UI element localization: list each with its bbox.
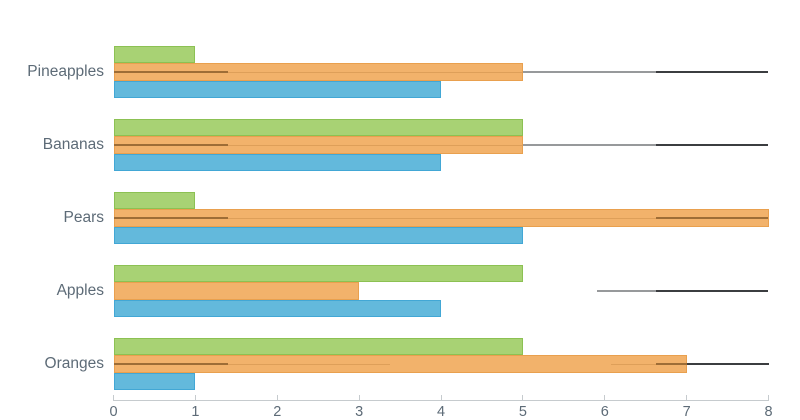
x-tick-label-6: 6: [600, 404, 609, 420]
x-tick-label-1: 1: [191, 404, 200, 420]
x-axis-tick-2: [276, 395, 278, 400]
x-axis-line: [113, 400, 769, 401]
bar-green-bananas[interactable]: [113, 119, 523, 136]
bar-green-pineapples[interactable]: [113, 46, 196, 63]
range-line-bananas-1: [228, 145, 523, 146]
x-axis-tick-0: [113, 395, 114, 400]
x-axis-tick-1: [194, 395, 196, 400]
bar-green-oranges[interactable]: [113, 338, 523, 355]
bar-blue-pineapples[interactable]: [113, 81, 441, 98]
category-label-pears: Pears: [63, 209, 105, 226]
category-label-apples: Apples: [56, 282, 104, 299]
category-label-bananas: Bananas: [42, 136, 104, 153]
range-line-pears-1: [228, 218, 656, 219]
range-line-apples-1: [655, 290, 769, 292]
bar-blue-pears[interactable]: [113, 227, 523, 244]
x-axis-tick-5: [522, 395, 524, 400]
range-line-bananas-2: [522, 144, 656, 146]
x-tick-label-8: 8: [764, 404, 773, 420]
x-tick-label-7: 7: [682, 404, 691, 420]
x-tick-label-0: 0: [109, 404, 118, 420]
bar-green-apples[interactable]: [113, 265, 523, 282]
x-axis-tick-4: [440, 395, 442, 400]
range-line-pears-2: [655, 217, 769, 219]
range-line-oranges-3: [655, 363, 687, 365]
category-label-pineapples: Pineapples: [27, 63, 104, 80]
bar-blue-bananas[interactable]: [113, 154, 441, 171]
range-line-oranges-4: [686, 363, 769, 365]
range-line-bananas-0: [113, 144, 229, 146]
range-line-oranges-2: [611, 364, 656, 365]
bar-blue-oranges[interactable]: [113, 373, 196, 390]
bar-orange-apples[interactable]: [113, 282, 360, 300]
x-tick-label-4: 4: [436, 404, 446, 420]
bar-blue-apples[interactable]: [113, 300, 441, 317]
bar-green-pears[interactable]: [113, 192, 196, 209]
category-label-oranges: Oranges: [44, 355, 104, 372]
x-axis-tick-7: [686, 395, 688, 400]
x-tick-label-5: 5: [518, 404, 527, 420]
range-line-pineapples-2: [522, 71, 656, 73]
x-tick-label-2: 2: [273, 404, 282, 420]
range-line-pineapples-3: [655, 71, 769, 73]
x-axis-tick-8: [768, 395, 769, 400]
range-line-pineapples-1: [228, 72, 523, 73]
range-line-apples-0: [596, 290, 656, 292]
range-line-pineapples-0: [113, 71, 229, 73]
range-line-oranges-0: [113, 363, 229, 365]
x-tick-label-3: 3: [355, 404, 364, 420]
range-line-pears-0: [113, 217, 229, 219]
x-axis-tick-3: [358, 395, 360, 400]
range-line-oranges-1: [228, 364, 391, 365]
range-line-bananas-3: [655, 144, 769, 146]
x-axis-tick-6: [604, 395, 606, 400]
